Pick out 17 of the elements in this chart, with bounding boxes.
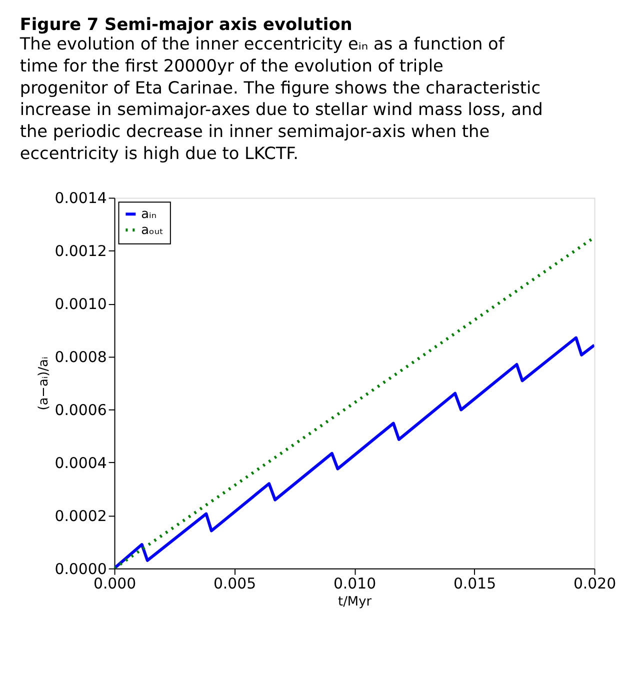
legend-label: aᵢₙ bbox=[141, 207, 156, 222]
chart-subtitle: The evolution of the inner eccentricity eᵢₙ as a function of time for the first 20000yr of the evolution of triple progenitor of Eta Carinae. The figure shows the characteristic increase in semimajor-axes due to stellar wind mass loss, and the periodic decrease in inner semimajor-axis when the eccentricity is high due to LKCTF. bbox=[18, 34, 543, 163]
legend-label: aₒᵤₜ bbox=[141, 222, 164, 238]
y-tick-label: 0.0004 bbox=[54, 454, 107, 472]
y-tick-label: 0.0010 bbox=[54, 295, 107, 314]
x-tick-label: 0.005 bbox=[213, 574, 256, 593]
y-tick-label: 0.0014 bbox=[54, 189, 107, 208]
y-tick-label: 0.0012 bbox=[54, 242, 107, 260]
x-axis-title: t/Myr bbox=[338, 594, 372, 610]
x-tick-label: 0.020 bbox=[573, 574, 616, 593]
y-tick-label: 0.0008 bbox=[54, 348, 107, 366]
y-tick-label: 0.0006 bbox=[54, 400, 107, 419]
x-tick-label: 0.015 bbox=[453, 574, 496, 593]
x-tick-label: 0.010 bbox=[333, 574, 376, 593]
chart-title: Figure 7 Semi-major axis evolution bbox=[20, 14, 352, 34]
y-tick-label: 0.0002 bbox=[54, 506, 107, 525]
y-axis-title: (a−aᵢ)/aᵢ bbox=[36, 356, 52, 410]
